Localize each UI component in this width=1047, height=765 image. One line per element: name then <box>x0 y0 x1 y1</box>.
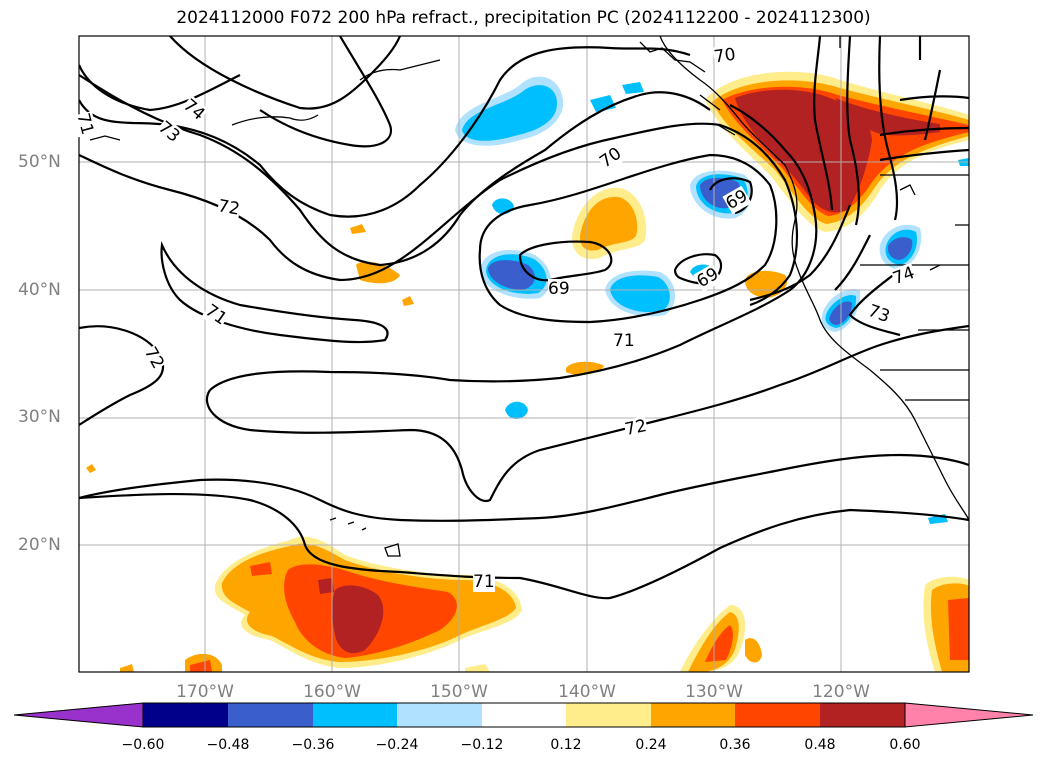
colorbar-swatch <box>651 703 735 727</box>
contour-label: 69 <box>548 279 570 299</box>
lat-label: 50°N <box>18 152 61 172</box>
colorbar-tick-label: −0.48 <box>206 737 250 753</box>
colorbar-tick-label: 0.60 <box>889 737 921 753</box>
colorbar-swatch <box>143 703 228 727</box>
colorbar-tick-label: −0.36 <box>291 737 335 753</box>
lon-label: 160°W <box>303 682 361 702</box>
plot-frame <box>78 35 970 673</box>
lon-label: 140°W <box>558 682 616 702</box>
colorbar-swatch <box>228 703 313 727</box>
contour-label: 71 <box>473 572 495 592</box>
refractivity-contours <box>79 36 969 600</box>
colorbar-swatch <box>397 703 482 727</box>
lon-label: 150°W <box>430 682 488 702</box>
precip-positive-areas <box>86 71 969 672</box>
colorbar-tick-label: 0.48 <box>804 737 836 753</box>
colorbar-tick-label: −0.24 <box>375 737 419 753</box>
colorbar-swatch <box>482 703 566 727</box>
lon-label: 170°W <box>176 682 234 702</box>
colorbar-swatch <box>735 703 820 727</box>
contour-label: 70 <box>712 44 737 68</box>
map-title: 2024112000 F072 200 hPa refract., precip… <box>176 8 871 28</box>
lon-label: 130°W <box>685 682 743 702</box>
colorbar-swatch <box>820 703 905 727</box>
lat-label: 40°N <box>18 280 61 300</box>
lon-label: 120°W <box>812 682 870 702</box>
colorbar-swatch <box>566 703 651 727</box>
lat-label: 20°N <box>18 535 61 555</box>
contour-label: 71 <box>613 331 635 351</box>
colorbar-tick-label: 0.24 <box>635 737 667 753</box>
colorbar-extend-high <box>904 702 1034 728</box>
colorbar-tick-label: −0.60 <box>121 737 165 753</box>
colorbar-tick-label: −0.12 <box>460 737 504 753</box>
colorbar-tick-label: 0.36 <box>719 737 751 753</box>
colorbar-tick-label: 0.12 <box>550 737 582 753</box>
colorbar <box>13 702 1034 728</box>
contour-label: 72 <box>216 196 242 220</box>
colorbar-extend-low <box>13 702 144 728</box>
lat-label: 30°N <box>18 407 61 427</box>
colorbar-swatch <box>313 703 397 727</box>
